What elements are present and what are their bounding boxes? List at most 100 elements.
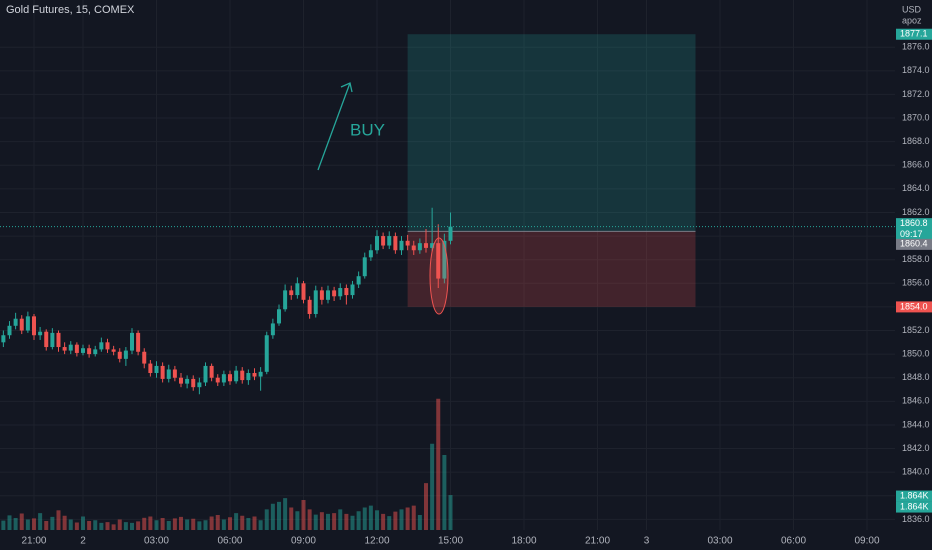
candle-body <box>80 348 85 353</box>
candle-body <box>393 236 398 251</box>
position-tool[interactable] <box>407 34 696 307</box>
highlight-ellipse[interactable] <box>429 237 449 315</box>
chart-title: Gold Futures, 15, COMEX <box>6 4 135 16</box>
candle-body <box>368 250 373 258</box>
volume-bar <box>160 518 165 530</box>
candle-body <box>448 226 453 241</box>
volume-bar <box>111 524 116 530</box>
candle-body <box>13 318 18 326</box>
candle-body <box>93 349 98 355</box>
volume-bar <box>399 509 404 530</box>
candle-body <box>111 349 116 352</box>
candle-body <box>38 331 43 336</box>
currency: USD <box>902 4 922 14</box>
volume-bar <box>405 507 410 530</box>
volume-bar <box>448 495 453 530</box>
volume-bar <box>99 522 104 530</box>
volume-bar <box>393 511 398 530</box>
candle-body <box>301 283 306 300</box>
y-tick-label: 1846.0 <box>902 396 930 406</box>
candle-body <box>430 243 435 248</box>
y-tick-label: 1852.0 <box>902 325 930 335</box>
volume-bar <box>313 514 318 530</box>
x-tick-label: 3 <box>644 536 650 547</box>
candle-body <box>246 373 251 381</box>
candle-body <box>381 236 386 246</box>
x-tick-label: 03:00 <box>707 536 732 547</box>
volume-bar <box>31 518 36 530</box>
candle-body <box>203 365 208 383</box>
x-tick-label: 21:00 <box>585 536 610 547</box>
x-tick-label: 06:00 <box>781 536 806 547</box>
candle-body <box>258 371 263 377</box>
volume-bar <box>424 483 429 530</box>
y-tick-label: 1870.0 <box>902 112 930 122</box>
candle-body <box>387 236 392 246</box>
candle-body <box>209 365 214 378</box>
volume-bar <box>221 519 226 530</box>
y-tick-label: 1836.0 <box>902 514 930 524</box>
volume-bar <box>338 509 343 530</box>
volume-bar <box>283 498 288 530</box>
volume-bar <box>19 513 24 530</box>
y-tick-label: 1850.0 <box>902 348 930 358</box>
candle-body <box>7 325 12 336</box>
volume-bar <box>362 507 367 530</box>
volume-bar <box>430 443 435 530</box>
volume-bar <box>185 519 190 530</box>
arrow[interactable] <box>317 82 351 171</box>
candle-body <box>50 332 55 348</box>
volume-bar <box>368 505 373 530</box>
candle-body <box>307 299 312 314</box>
volume-bar <box>264 509 269 530</box>
candle-body <box>356 276 361 285</box>
x-tick-label: 21:00 <box>21 536 46 547</box>
countdown: 09:17 <box>900 229 923 239</box>
volume-bar <box>68 519 73 530</box>
x-tick-label: 03:00 <box>144 536 169 547</box>
volume-bar <box>142 517 147 530</box>
candle-body <box>344 288 349 296</box>
candle-body <box>325 290 330 300</box>
candle-body <box>215 377 220 383</box>
price-tag <box>896 490 932 502</box>
y-tick-label: 1866.0 <box>902 160 930 170</box>
volume-bar <box>411 505 416 530</box>
buy-annotation[interactable]: BUY <box>350 120 385 139</box>
y-tick-label: 1862.0 <box>902 207 930 217</box>
candle-body <box>442 240 447 279</box>
volume-bar <box>7 515 12 530</box>
candle-body <box>129 332 134 351</box>
y-tick-label: 1864.0 <box>902 183 930 193</box>
candle-body <box>123 350 128 359</box>
volume-bar <box>123 522 128 530</box>
candle-body <box>166 369 171 379</box>
volume-bar <box>203 520 208 530</box>
volume-bar <box>234 513 239 530</box>
candle-body <box>338 288 343 297</box>
volume-bar <box>258 520 263 530</box>
volume-bar <box>252 516 257 530</box>
volume-bar <box>289 507 294 530</box>
volume-bar <box>350 515 355 530</box>
volume-bar <box>62 515 67 530</box>
candle-body <box>142 351 147 364</box>
y-tick-label: 1874.0 <box>902 65 930 75</box>
volume-bar <box>295 511 300 530</box>
volume-bar <box>105 522 110 530</box>
candle-body <box>136 332 141 352</box>
candle-body <box>191 378 196 388</box>
x-tick-label: 2 <box>80 536 86 547</box>
candle-body <box>424 243 429 248</box>
candle-body <box>411 245 416 251</box>
candle-body <box>1 335 6 343</box>
x-tick-label: 15:00 <box>438 536 463 547</box>
scale-note: apoz <box>902 15 922 25</box>
price-tag <box>896 301 932 313</box>
volume-bar <box>209 516 214 530</box>
volume-bar <box>375 510 380 530</box>
volume-bar <box>44 521 49 530</box>
candle-body <box>289 290 294 296</box>
